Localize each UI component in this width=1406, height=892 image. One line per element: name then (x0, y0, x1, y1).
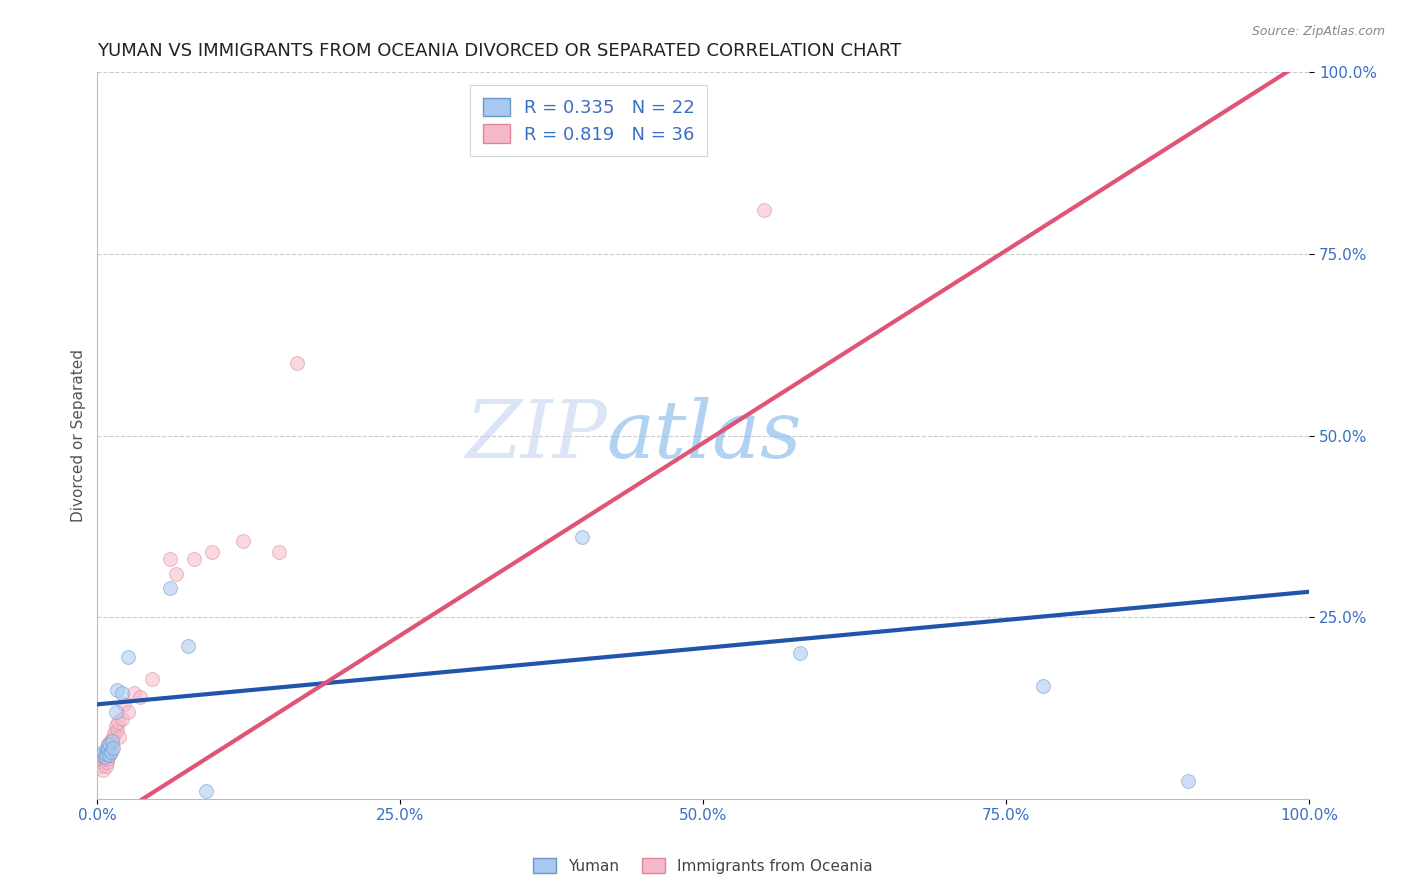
Point (269, 545, 291, 559)
Text: Source: ZipAtlas.com: Source: ZipAtlas.com (1251, 25, 1385, 38)
Point (96, 756, 118, 770)
Point (104, 705, 127, 719)
Point (96, 752, 118, 766)
Point (98, 748, 121, 763)
Point (97, 742, 120, 756)
Point (201, 545, 224, 559)
Point (100, 745, 122, 759)
Point (105, 682, 128, 697)
Point (94, 747, 117, 761)
Point (1032, 679, 1054, 693)
Legend: Yuman, Immigrants from Oceania: Yuman, Immigrants from Oceania (527, 852, 879, 880)
Point (117, 650, 139, 665)
Point (195, 784, 218, 798)
Point (789, 647, 811, 661)
Y-axis label: Divorced or Separated: Divorced or Separated (72, 349, 86, 522)
Point (101, 730, 124, 744)
Point (117, 705, 139, 719)
Point (96, 740, 118, 755)
Point (101, 740, 124, 755)
Point (177, 639, 200, 653)
Point (93, 752, 115, 766)
Point (90, 748, 112, 763)
Point (159, 552, 181, 566)
Point (91, 752, 114, 766)
Point (183, 552, 205, 566)
Point (94, 748, 117, 763)
Text: atlas: atlas (606, 397, 801, 475)
Point (93, 745, 115, 759)
Point (571, 530, 593, 544)
Point (128, 690, 150, 704)
Point (1177, 773, 1199, 788)
Point (97, 737, 120, 751)
Point (122, 686, 145, 700)
Text: ZIP: ZIP (464, 397, 606, 475)
Point (98, 740, 121, 755)
Point (98, 737, 121, 751)
Point (141, 672, 163, 686)
Point (93, 748, 115, 763)
Point (159, 581, 181, 595)
Point (90, 759, 112, 773)
Point (105, 723, 128, 737)
Point (110, 712, 132, 726)
Point (93, 763, 115, 777)
Point (285, 356, 308, 370)
Point (752, 203, 775, 218)
Point (165, 566, 187, 581)
Point (97, 745, 120, 759)
Point (112, 698, 135, 712)
Legend: R = 0.335   N = 22, R = 0.819   N = 36: R = 0.335 N = 22, R = 0.819 N = 36 (470, 85, 707, 156)
Point (89, 756, 111, 770)
Point (110, 686, 132, 700)
Point (232, 533, 254, 548)
Point (101, 733, 124, 747)
Point (98, 748, 121, 763)
Point (104, 719, 127, 733)
Point (94, 759, 117, 773)
Point (107, 715, 129, 730)
Point (108, 730, 131, 744)
Point (100, 733, 122, 747)
Point (103, 726, 125, 740)
Text: YUMAN VS IMMIGRANTS FROM OCEANIA DIVORCED OR SEPARATED CORRELATION CHART: YUMAN VS IMMIGRANTS FROM OCEANIA DIVORCE… (97, 42, 901, 60)
Point (101, 740, 124, 755)
Point (93, 749, 115, 764)
